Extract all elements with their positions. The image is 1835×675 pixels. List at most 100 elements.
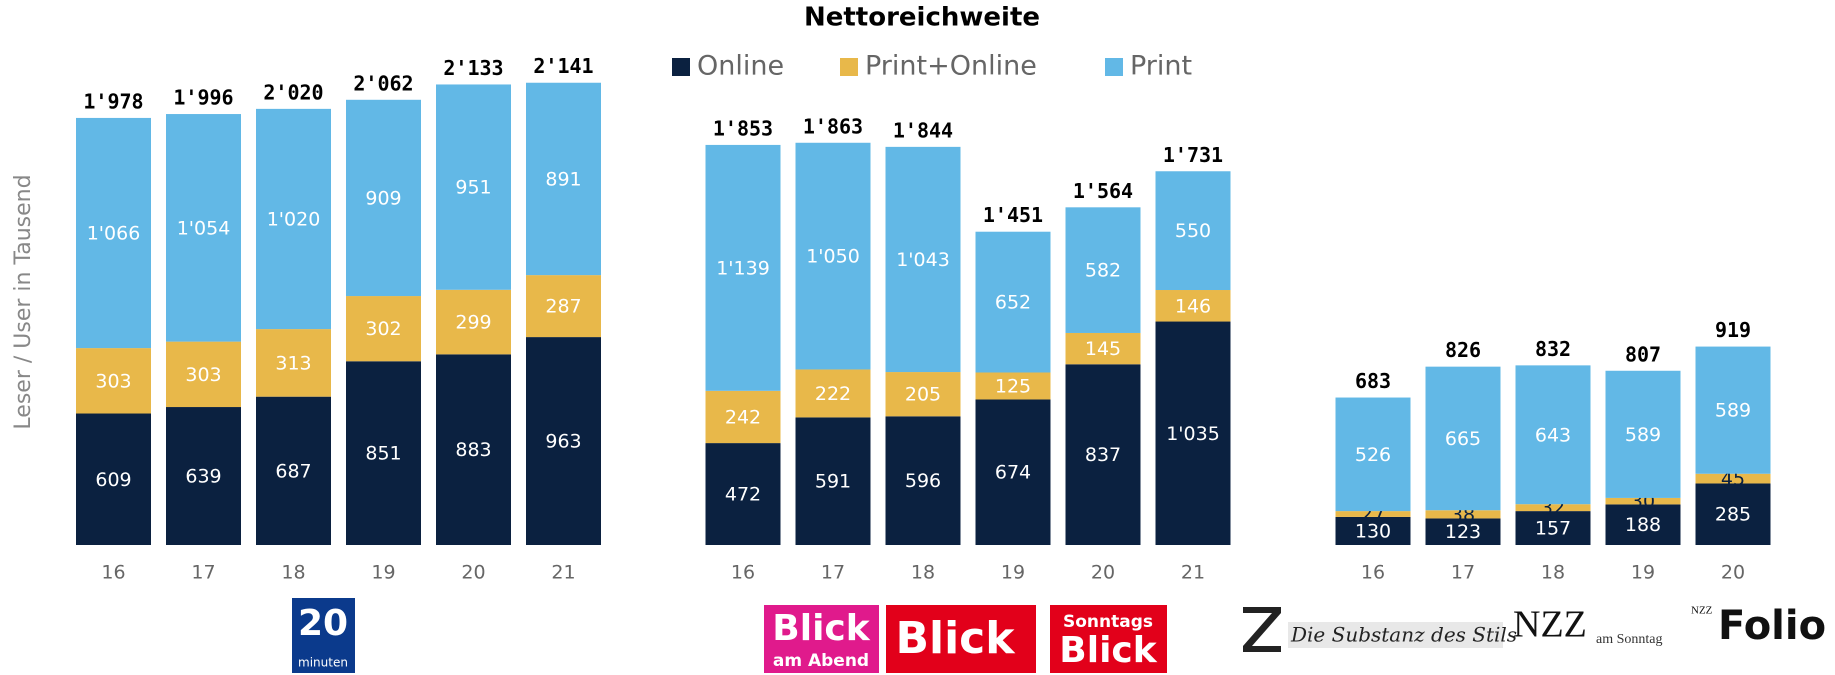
segment-label: 550 — [1175, 220, 1211, 242]
total-label: 826 — [1445, 338, 1481, 362]
bar-segment — [256, 329, 331, 397]
total-label: 2'062 — [353, 71, 413, 95]
bar-segment — [1425, 510, 1501, 519]
x-tick-label: 19 — [1631, 562, 1655, 584]
bar-segment — [795, 369, 871, 418]
bar-segment — [1155, 290, 1231, 322]
bar-segment — [346, 296, 421, 362]
logo-text: NZZ — [1691, 605, 1713, 617]
x-tick-label: 19 — [1001, 562, 1025, 584]
segment-label: 837 — [1085, 444, 1121, 466]
segment-label: 123 — [1445, 521, 1481, 543]
total-label: 1'731 — [1163, 143, 1223, 167]
legend-swatch — [1105, 58, 1123, 76]
segment-label: 596 — [905, 470, 941, 492]
bar-segment — [885, 146, 961, 373]
total-label: 1'564 — [1073, 179, 1133, 203]
segment-label: 687 — [275, 460, 311, 482]
bar-segment — [1515, 511, 1591, 545]
total-label: 2'133 — [443, 56, 503, 80]
x-tick-label: 16 — [1361, 562, 1385, 584]
segment-label: 125 — [995, 375, 1031, 397]
bar-segment — [705, 390, 781, 444]
bar-segment — [1425, 518, 1501, 545]
total-label: 1'853 — [713, 116, 773, 140]
x-tick-label: 20 — [1091, 562, 1115, 584]
segment-label: 951 — [455, 177, 491, 199]
bar-segment — [1605, 370, 1681, 498]
bar-segment — [166, 341, 241, 408]
x-tick-label: 19 — [371, 562, 395, 584]
bar-segment — [975, 231, 1051, 373]
bar-segment — [975, 372, 1051, 400]
bar-segment — [975, 399, 1051, 545]
bar-segment — [166, 114, 241, 342]
segment-label: 472 — [725, 484, 761, 506]
segment-label: 582 — [1085, 260, 1121, 282]
segment-label: 589 — [1625, 424, 1661, 446]
total-label: 1'451 — [983, 203, 1043, 227]
bar-segment — [256, 108, 331, 330]
bar-segment — [76, 413, 151, 545]
bar-segment — [1515, 504, 1591, 512]
bar-segment — [346, 99, 421, 297]
bar-segment — [76, 348, 151, 414]
bar-segment — [1515, 365, 1591, 505]
x-tick-label: 20 — [1721, 562, 1745, 584]
bar-segment — [1065, 332, 1141, 365]
logo-text: am Sonntag — [1596, 632, 1663, 647]
bar-segment — [436, 84, 511, 290]
x-tick-label: 18 — [1541, 562, 1565, 584]
logo-text: Blick — [895, 613, 1016, 664]
bar-segment — [1065, 364, 1141, 545]
segment-label: 157 — [1535, 518, 1571, 540]
x-tick-label: 17 — [821, 562, 845, 584]
bar-segment — [1335, 511, 1411, 517]
logo-text: Folio — [1718, 603, 1826, 649]
total-label: 919 — [1715, 318, 1751, 342]
segment-label: 909 — [365, 187, 401, 209]
segment-label: 891 — [545, 168, 581, 190]
segment-label: 303 — [185, 364, 221, 386]
bar-segment — [705, 443, 781, 545]
bar-segment — [1605, 497, 1681, 505]
segment-label: 1'066 — [87, 223, 141, 245]
total-label: 1'863 — [803, 114, 863, 138]
logos: 20 minuten Blick am Abend Blick Sonntags… — [292, 598, 1826, 673]
logo-text: 20 — [298, 603, 348, 644]
segment-label: 302 — [365, 318, 401, 340]
total-label: 807 — [1625, 342, 1661, 366]
segment-label: 130 — [1355, 520, 1391, 542]
logo-blick — [886, 605, 1036, 673]
x-tick-label: 21 — [1181, 562, 1205, 584]
logo-text: Die Substanz des Stils — [1290, 623, 1517, 647]
segment-label: 609 — [95, 469, 131, 491]
logo-band — [1288, 622, 1503, 648]
segment-label: 205 — [905, 384, 941, 406]
segment-label: 1'139 — [716, 257, 770, 279]
y-axis-label: Leser / User in Tausend — [11, 174, 36, 429]
bar-segment — [526, 82, 601, 276]
bar-segment — [1695, 483, 1771, 545]
segment-label: 883 — [455, 439, 491, 461]
segment-label: 1'035 — [1166, 423, 1220, 445]
legend-swatch — [840, 58, 858, 76]
bar-segment — [705, 144, 781, 391]
bar-segment — [1335, 397, 1411, 512]
segment-label: 639 — [185, 466, 221, 488]
segment-label: 303 — [95, 370, 131, 392]
bar-segment — [256, 396, 331, 545]
bar-segment — [1065, 207, 1141, 333]
x-tick-label: 21 — [551, 562, 575, 584]
segment-label: 1'043 — [896, 249, 950, 271]
segment-label: 242 — [725, 406, 761, 428]
bar-segment — [795, 417, 871, 545]
legend-swatch — [672, 58, 690, 76]
bar-segment — [885, 372, 961, 417]
bar-segment — [166, 407, 241, 545]
bar-segment — [346, 361, 421, 545]
logo-z — [1243, 607, 1281, 652]
x-tick-label: 17 — [191, 562, 215, 584]
bar-segment — [436, 289, 511, 355]
